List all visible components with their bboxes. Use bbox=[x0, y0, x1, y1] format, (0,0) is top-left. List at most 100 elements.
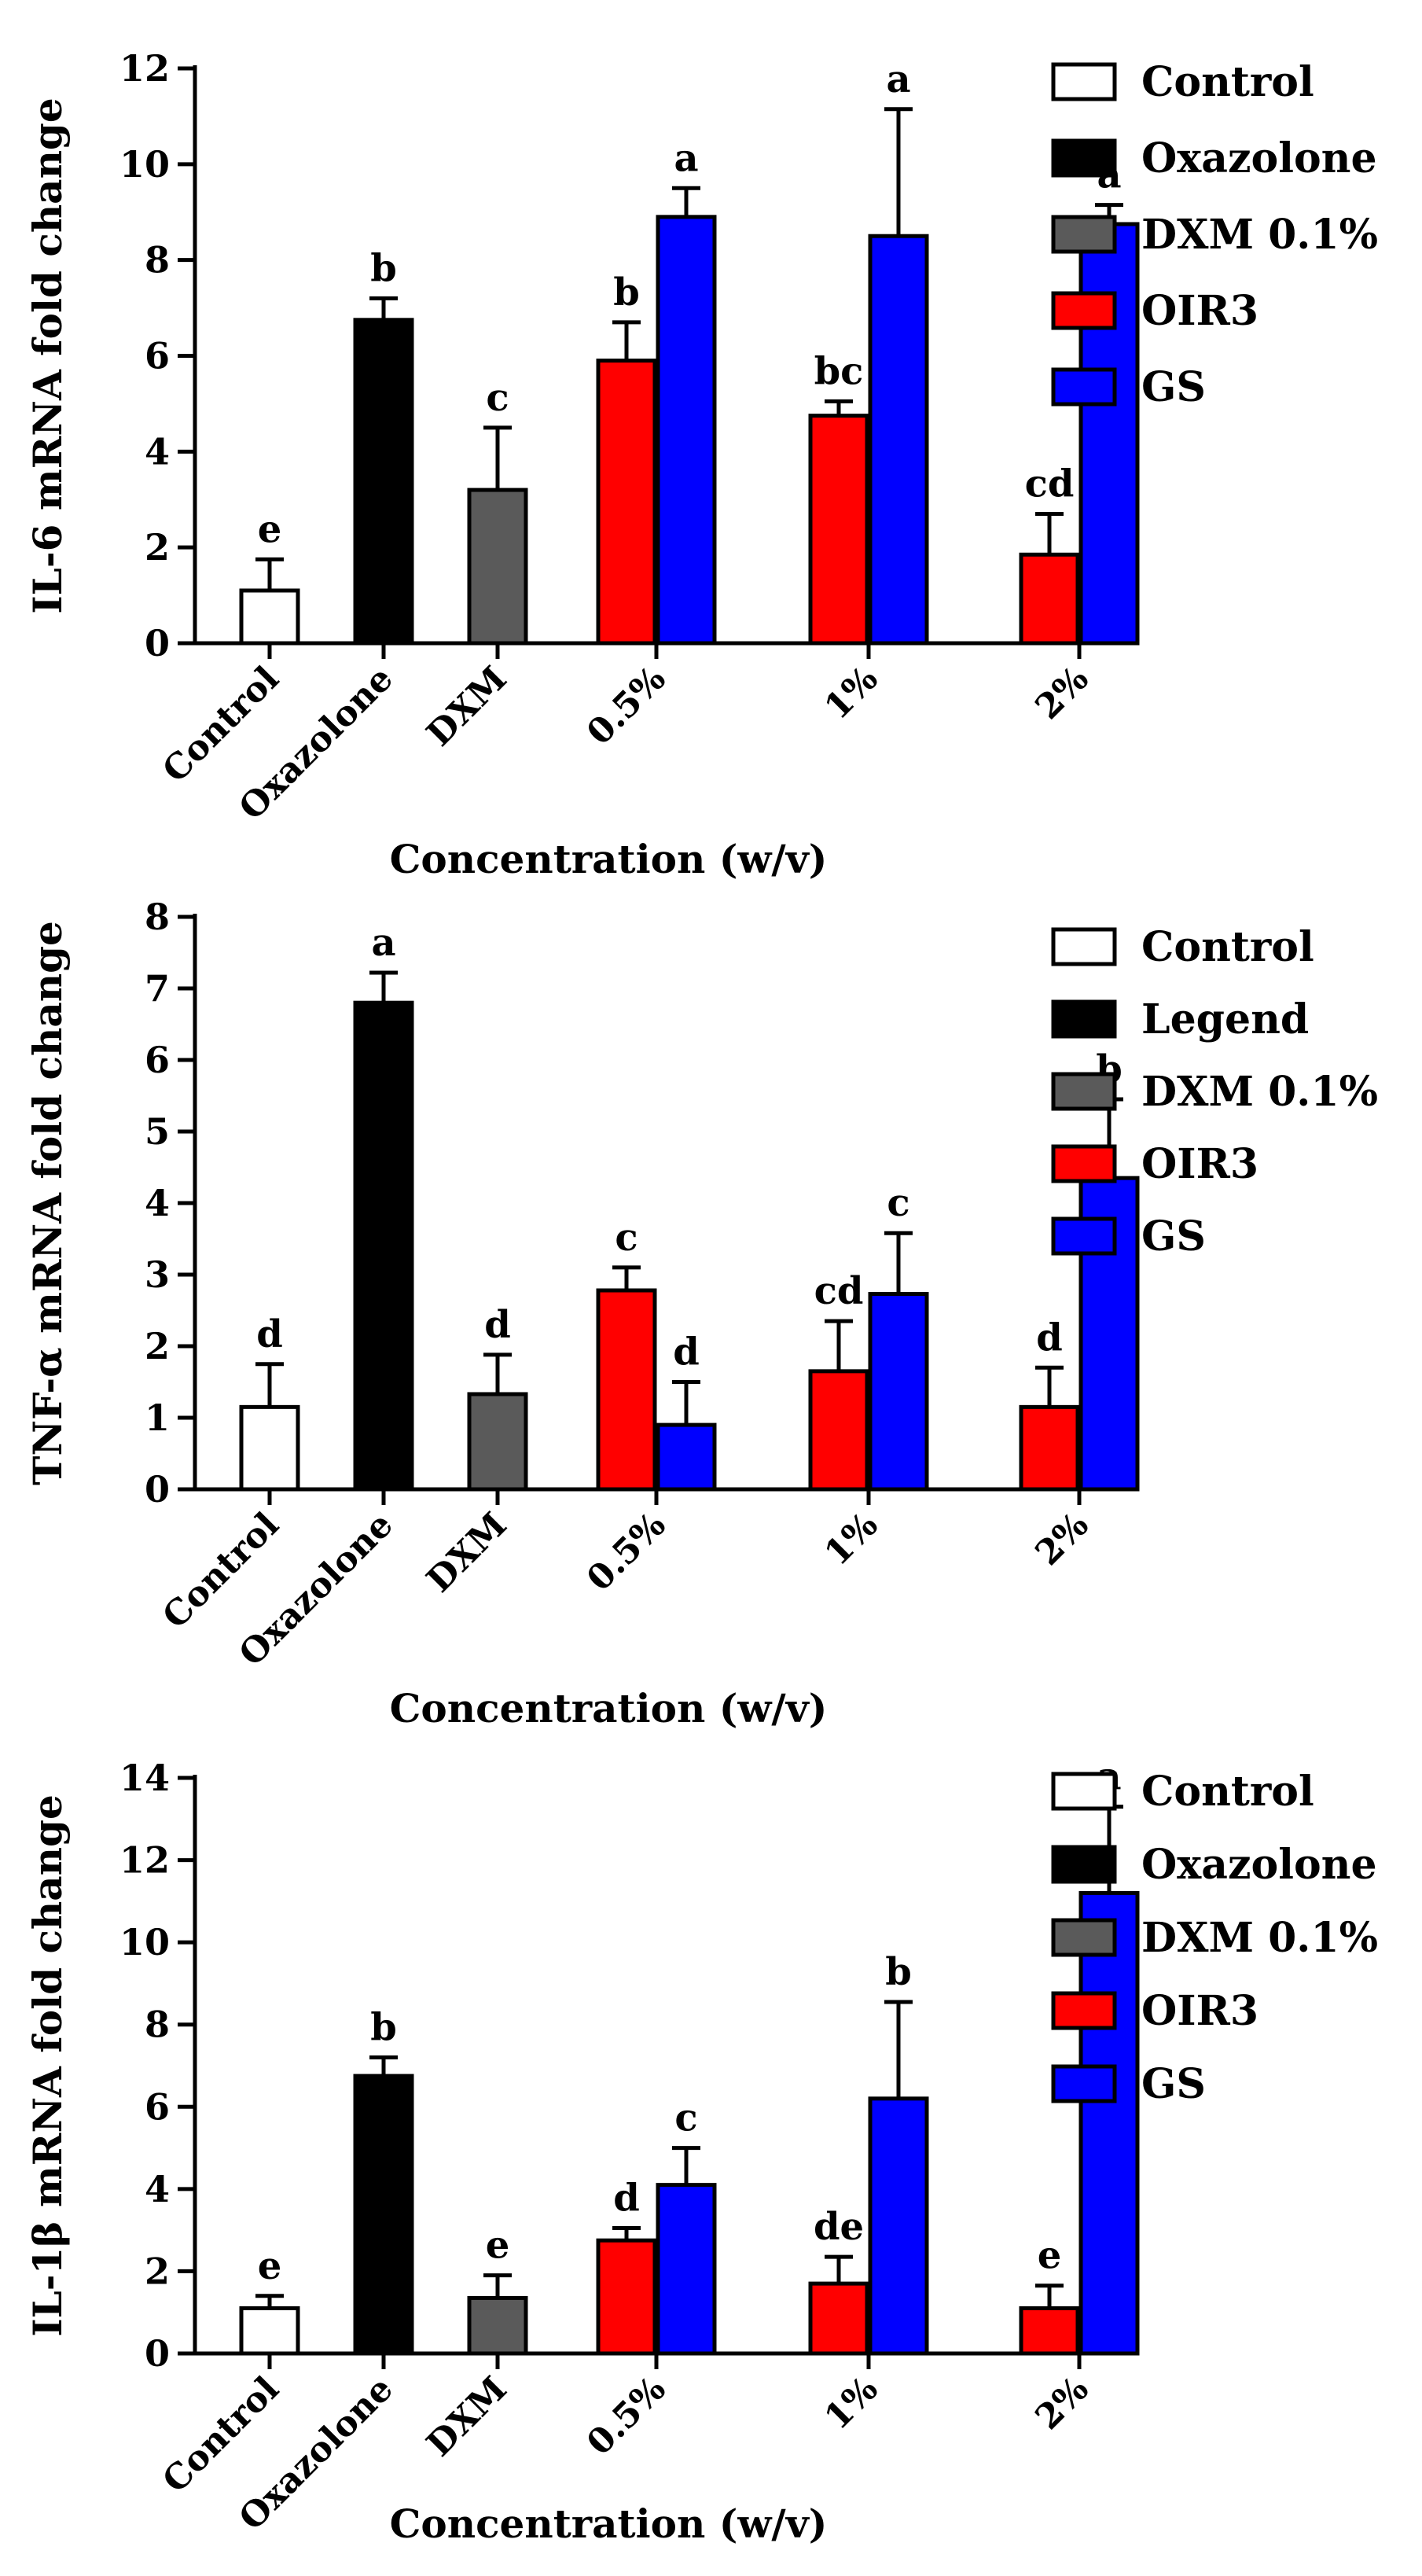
significance-letter: a bbox=[371, 921, 395, 965]
legend-label: Legend bbox=[1141, 995, 1309, 1043]
legend-swatch bbox=[1051, 367, 1117, 407]
significance-letter: b bbox=[885, 1950, 912, 1994]
legend-label: Control bbox=[1141, 923, 1314, 971]
legend-swatch bbox=[1051, 1845, 1117, 1884]
bar-0.5%-OIR3 bbox=[596, 359, 657, 646]
legend-label: GS bbox=[1141, 1213, 1206, 1260]
legend-swatch bbox=[1051, 1772, 1117, 1811]
bar-2%-OIR3 bbox=[1019, 2306, 1080, 2356]
bar-Oxazolone-Oxazolone bbox=[353, 318, 414, 646]
y-axis-title: IL-6 mRNA fold change bbox=[24, 98, 71, 613]
legend-swatch bbox=[1051, 215, 1117, 254]
y-tick-label: 10 bbox=[119, 143, 170, 186]
significance-letter: cd bbox=[814, 1269, 864, 1313]
bar-DXM-DXM 0.1% bbox=[467, 1392, 528, 1492]
legend-label: Oxazolone bbox=[1141, 1841, 1377, 1889]
significance-letter: b bbox=[613, 270, 640, 315]
x-tick-label: 2% bbox=[1027, 1505, 1096, 1573]
x-tick-label: DXM bbox=[419, 659, 515, 755]
legend-swatch bbox=[1051, 1991, 1117, 2030]
y-tick-label: 10 bbox=[119, 1921, 170, 1963]
significance-letter: de bbox=[814, 2205, 864, 2249]
significance-letter: bc bbox=[814, 349, 864, 393]
legend-label: DXM 0.1% bbox=[1141, 1914, 1378, 1962]
bar-2%-OIR3 bbox=[1019, 1404, 1080, 1492]
x-tick-label: 1% bbox=[817, 2369, 885, 2438]
y-tick-label: 8 bbox=[145, 896, 170, 938]
bar-1%-GS bbox=[868, 234, 929, 646]
legend-swatch bbox=[1051, 927, 1117, 966]
y-axis-title: IL-1β mRNA fold change bbox=[24, 1794, 71, 2337]
bar-Oxazolone-Oxazolone bbox=[353, 2074, 414, 2356]
bar-0.5%-GS bbox=[656, 1422, 717, 1492]
legend-swatch bbox=[1051, 2064, 1117, 2103]
legend-swatch bbox=[1051, 1072, 1117, 1111]
bar-1%-OIR3 bbox=[808, 2281, 869, 2356]
significance-letter: a bbox=[886, 57, 910, 101]
bar-DXM-DXM 0.1% bbox=[467, 488, 528, 646]
bar-Control-Control bbox=[239, 588, 300, 646]
y-tick-label: 8 bbox=[145, 2004, 170, 2046]
significance-letter: a bbox=[674, 136, 698, 180]
significance-letter: e bbox=[1038, 2234, 1062, 2278]
y-tick-label: 3 bbox=[145, 1253, 170, 1296]
x-tick-label: 0.5% bbox=[579, 659, 674, 753]
x-tick-label: 0.5% bbox=[579, 1505, 674, 1599]
significance-letter: d bbox=[484, 1303, 511, 1347]
y-tick-label: 12 bbox=[119, 1839, 170, 1882]
legend-label: Control bbox=[1141, 58, 1314, 106]
bar-0.5%-GS bbox=[656, 215, 717, 646]
x-tick-label: DXM bbox=[419, 1505, 515, 1601]
x-tick-label: 1% bbox=[817, 1505, 885, 1573]
y-tick-label: 1 bbox=[145, 1397, 170, 1439]
bar-0.5%-OIR3 bbox=[596, 2238, 657, 2356]
bar-2%-OIR3 bbox=[1019, 552, 1080, 646]
significance-letter: d bbox=[256, 1312, 283, 1356]
legend-swatch bbox=[1051, 138, 1117, 178]
y-tick-label: 0 bbox=[145, 622, 170, 664]
y-tick-label: 4 bbox=[145, 1182, 170, 1224]
significance-letter: d bbox=[1036, 1316, 1063, 1360]
y-tick-label: 2 bbox=[145, 526, 170, 569]
x-tick-label: 1% bbox=[817, 659, 885, 727]
legend-swatch bbox=[1051, 999, 1117, 1039]
y-tick-label: 6 bbox=[145, 2085, 170, 2128]
x-axis-title: Concentration (w/v) bbox=[390, 836, 828, 882]
chart-panel-3: ebedcdebea02468101214ControlOxazoloneDXM… bbox=[24, 1755, 1378, 2547]
bar-1%-OIR3 bbox=[808, 414, 869, 646]
significance-letter: b bbox=[370, 246, 397, 290]
y-tick-label: 4 bbox=[145, 2168, 170, 2210]
y-tick-label: 0 bbox=[145, 2332, 170, 2375]
bar-0.5%-GS bbox=[656, 2183, 717, 2356]
legend-swatch bbox=[1051, 1216, 1117, 1256]
bar-1%-GS bbox=[868, 1292, 929, 1492]
y-tick-label: 7 bbox=[145, 967, 170, 1010]
legend-label: GS bbox=[1141, 2060, 1206, 2108]
legend-label: Control bbox=[1141, 1768, 1314, 1816]
significance-letter: b bbox=[370, 2006, 397, 2050]
x-tick-label: DXM bbox=[419, 2369, 515, 2465]
legend-label: OIR3 bbox=[1141, 1987, 1258, 2035]
significance-letter: d bbox=[613, 2177, 640, 2221]
significance-letter: e bbox=[258, 2244, 282, 2288]
significance-letter: c bbox=[615, 1216, 638, 1260]
legend-label: Oxazolone bbox=[1141, 134, 1377, 182]
legend-swatch bbox=[1051, 291, 1117, 330]
legend-label: DXM 0.1% bbox=[1141, 1068, 1378, 1116]
x-axis-title: Concentration (w/v) bbox=[390, 2501, 828, 2547]
y-tick-label: 8 bbox=[145, 239, 170, 282]
significance-letter: c bbox=[887, 1181, 909, 1225]
bar-Control-Control bbox=[239, 2306, 300, 2356]
significance-letter: e bbox=[258, 507, 282, 551]
x-tick-label: 0.5% bbox=[579, 2369, 674, 2464]
legend-swatch bbox=[1051, 1918, 1117, 1957]
y-tick-label: 6 bbox=[145, 335, 170, 377]
x-tick-label: 2% bbox=[1027, 659, 1096, 727]
significance-letter: c bbox=[674, 2096, 697, 2140]
chart-panel-1: ebcbabcacda024681012ControlOxazoloneDXM0… bbox=[24, 47, 1378, 882]
significance-letter: e bbox=[486, 2224, 510, 2268]
bar-Control-Control bbox=[239, 1404, 300, 1492]
